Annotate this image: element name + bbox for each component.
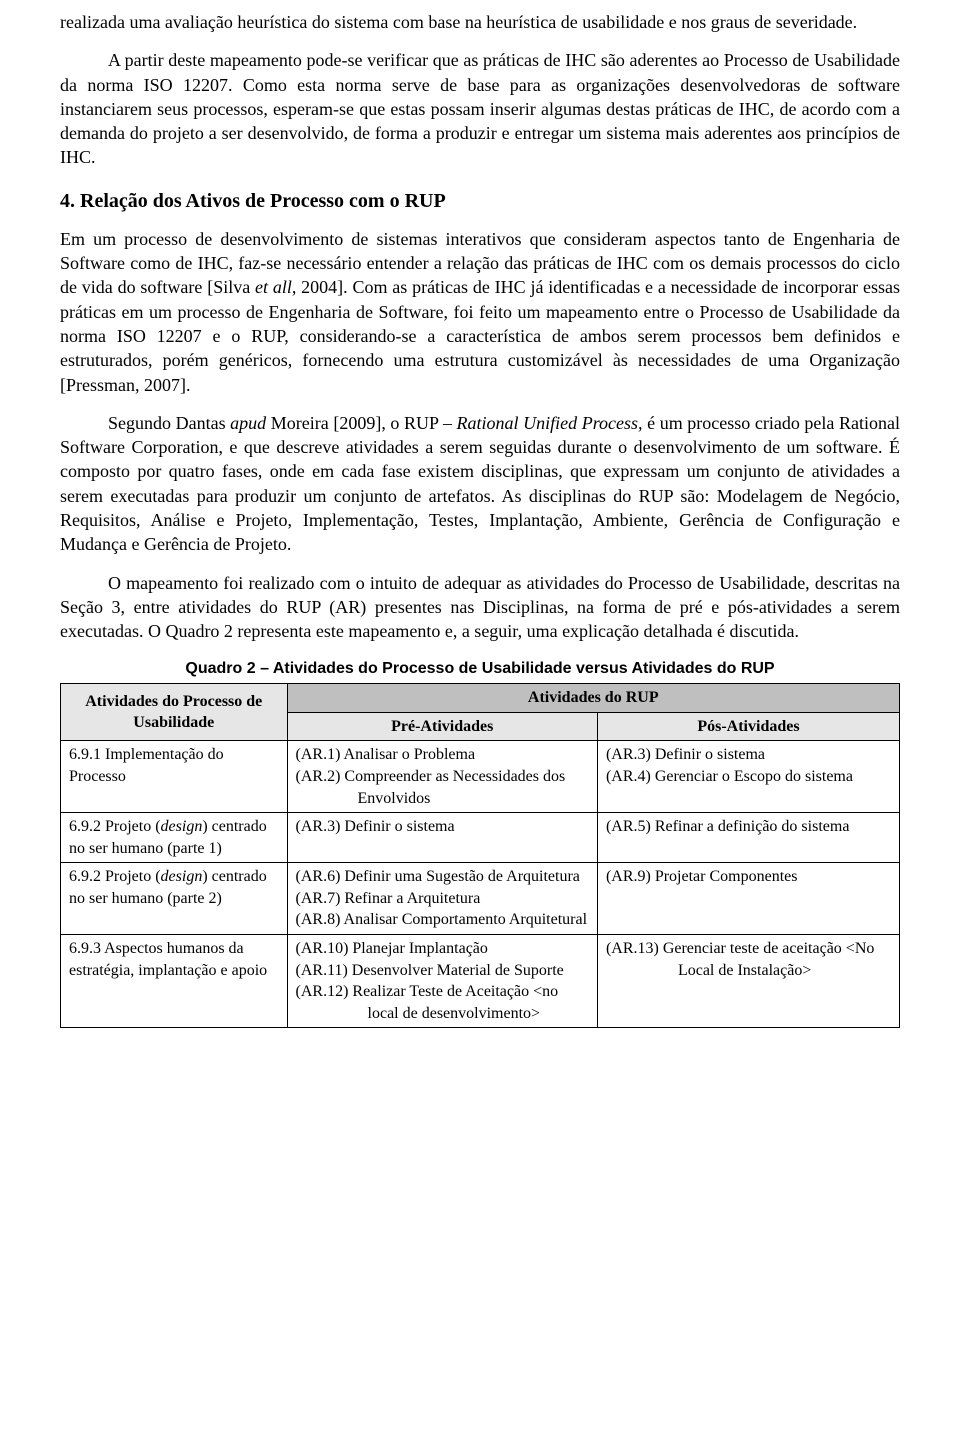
col-pre-header: Pré-Atividades <box>287 712 597 741</box>
pre-cell: (AR.1) Analisar o Problema (AR.2) Compre… <box>287 741 597 813</box>
ar-item: (AR.10) Planejar Implantação <box>296 938 589 960</box>
pre-cell: (AR.10) Planejar Implantação (AR.11) Des… <box>287 935 597 1028</box>
intro-p2: A partir deste mapeamento pode-se verifi… <box>60 48 900 169</box>
ar-item: (AR.1) Analisar o Problema <box>296 744 589 766</box>
intro-p1: realizada uma avaliação heurística do si… <box>60 10 900 34</box>
table-row: 6.9.2 Projeto (design) centrado no ser h… <box>61 863 900 935</box>
usab-text-it: design <box>161 818 203 835</box>
usab-cell: 6.9.2 Projeto (design) centrado no ser h… <box>61 863 288 935</box>
ar-item: (AR.3) Definir o sistema <box>296 816 589 838</box>
usab-cell: 6.9.2 Projeto (design) centrado no ser h… <box>61 813 288 863</box>
pre-cell: (AR.3) Definir o sistema <box>287 813 597 863</box>
table-row: 6.9.3 Aspectos humanos da estratégia, im… <box>61 935 900 1028</box>
ar-item: (AR.9) Projetar Componentes <box>606 866 891 888</box>
pos-cell: (AR.13) Gerenciar teste de aceitação <No… <box>597 935 899 1028</box>
table-row: 6.9.1 Implementação do Processo (AR.1) A… <box>61 741 900 813</box>
italic-apud: apud <box>230 413 266 433</box>
usab-text-a: 6.9.2 Projeto ( <box>69 868 161 885</box>
section4-p2-a: Segundo Dantas <box>108 413 230 433</box>
usab-text-it: design <box>161 868 203 885</box>
ar-item: (AR.13) Gerenciar teste de aceitação <No… <box>606 938 891 981</box>
pre-cell: (AR.6) Definir uma Sugestão de Arquitetu… <box>287 863 597 935</box>
col-usabilidade-header: Atividades do Processo de Usabilidade <box>61 684 288 741</box>
ar-item: (AR.2) Compreender as Necessidades dos E… <box>296 766 589 809</box>
usab-cell: 6.9.1 Implementação do Processo <box>61 741 288 813</box>
ar-item: (AR.7) Refinar a Arquitetura <box>296 888 589 910</box>
section-4-title: 4. Relação dos Ativos de Processo com o … <box>60 188 900 215</box>
italic-rup: Rational Unified Process, <box>457 413 643 433</box>
ar-item: (AR.6) Definir uma Sugestão de Arquitetu… <box>296 866 589 888</box>
pos-cell: (AR.3) Definir o sistema (AR.4) Gerencia… <box>597 741 899 813</box>
table-row: 6.9.2 Projeto (design) centrado no ser h… <box>61 813 900 863</box>
pos-cell: (AR.9) Projetar Componentes <box>597 863 899 935</box>
ar-item: (AR.4) Gerenciar o Escopo do sistema <box>606 766 891 788</box>
usab-cell: 6.9.3 Aspectos humanos da estratégia, im… <box>61 935 288 1028</box>
pos-cell: (AR.5) Refinar a definição do sistema <box>597 813 899 863</box>
col-rup-header: Atividades do RUP <box>287 684 899 713</box>
col-pos-header: Pós-Atividades <box>597 712 899 741</box>
ar-item: (AR.11) Desenvolver Material de Suporte <box>296 960 589 982</box>
ar-item: (AR.12) Realizar Teste de Aceitação <no … <box>296 981 589 1024</box>
section4-p1: Em um processo de desenvolvimento de sis… <box>60 227 900 397</box>
mapping-table: Atividades do Processo de Usabilidade At… <box>60 683 900 1028</box>
ar-item: (AR.5) Refinar a definição do sistema <box>606 816 891 838</box>
ar-item: (AR.3) Definir o sistema <box>606 744 891 766</box>
usab-text-a: 6.9.2 Projeto ( <box>69 818 161 835</box>
section4-p2-c: é um processo criado pela Rational Softw… <box>60 413 900 554</box>
section4-p3: O mapeamento foi realizado com o intuito… <box>60 571 900 644</box>
table-caption: Quadro 2 – Atividades do Processo de Usa… <box>60 658 900 680</box>
section4-p2: Segundo Dantas apud Moreira [2009], o RU… <box>60 411 900 557</box>
ar-item: (AR.8) Analisar Comportamento Arquitetur… <box>296 909 589 931</box>
section4-p2-b: Moreira [2009], o RUP – <box>266 413 456 433</box>
italic-et-all: et all <box>255 277 292 297</box>
